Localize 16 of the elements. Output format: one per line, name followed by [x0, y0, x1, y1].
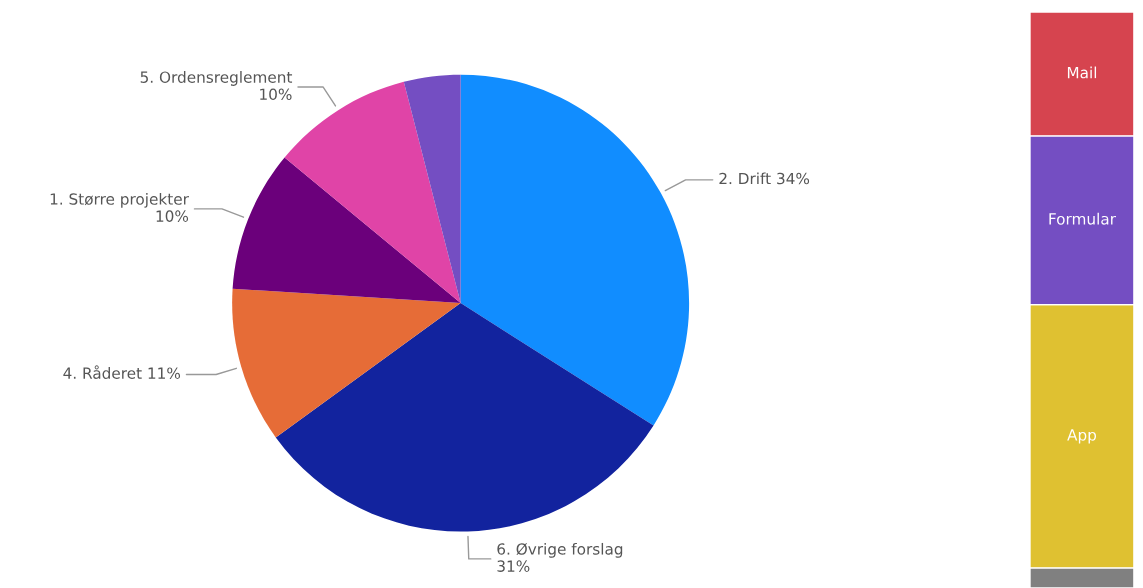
slice-label: 6. Øvrige forslag: [497, 542, 623, 558]
series-label: Mail: [1067, 66, 1097, 79]
slice-label: 5. Ordensreglement: [140, 71, 293, 86]
series-label: App: [1067, 429, 1097, 444]
data-label: 31%: [497, 560, 530, 572]
slice-label: 4. Råderet 11%: [63, 365, 181, 379]
slice-label: 1. Større projekter: [50, 192, 189, 208]
pie-slice: [232, 157, 461, 304]
data-label: 10%: [156, 210, 189, 222]
series-label: Formular: [1049, 212, 1116, 225]
pie-slice: [403, 74, 461, 304]
pie-slice: [460, 74, 690, 426]
data-label: 10%: [260, 88, 292, 101]
slice-label: 2. Drift 34%: [719, 172, 810, 185]
pie-slice: [275, 303, 654, 532]
pie-slice: [232, 288, 461, 438]
